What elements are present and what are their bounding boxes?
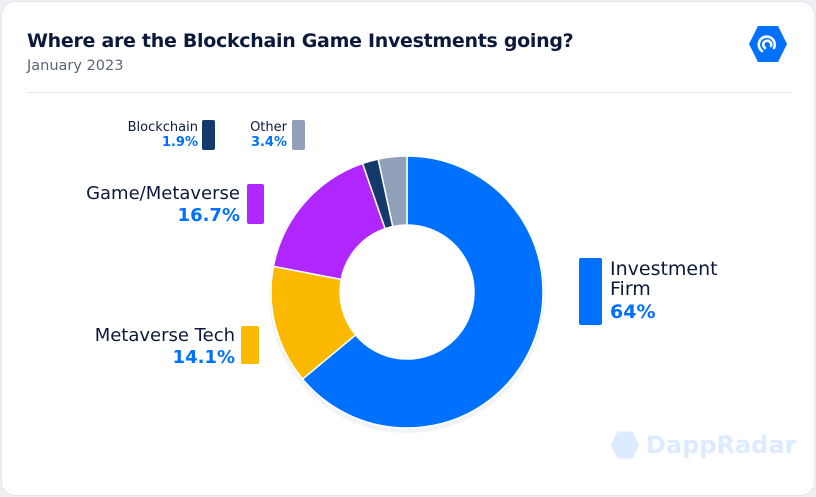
divider: [27, 92, 792, 93]
label-other-pct: 3.4%: [250, 135, 287, 150]
label-metaverse-tech-pct: 14.1%: [172, 347, 235, 368]
label-investment-firm-pct: 64%: [610, 301, 656, 323]
label-metaverse-tech-name: Metaverse Tech: [94, 325, 235, 346]
legend-bar-blockchain: [202, 120, 215, 150]
label-game-metaverse: Game/Metaverse 16.7%: [30, 183, 240, 227]
chart-subtitle: January 2023: [27, 58, 124, 74]
legend-bar-metaverse-tech: [241, 326, 259, 364]
legend-bar-other: [292, 120, 305, 150]
legend-bar-game-metaverse: [247, 184, 264, 224]
label-blockchain-pct: 1.9%: [161, 135, 198, 150]
watermark-text: DappRadar: [646, 431, 797, 459]
label-blockchain: Blockchain 1.9%: [60, 120, 198, 150]
label-investment-firm: Investment Firm 64%: [610, 259, 760, 322]
dappradar-logo-icon: [749, 26, 787, 62]
donut-hole: [340, 225, 474, 359]
label-game-metaverse-pct: 16.7%: [177, 205, 240, 226]
label-other-name: Other: [250, 120, 287, 135]
watermark-logo-icon: [610, 431, 640, 459]
label-game-metaverse-name: Game/Metaverse: [86, 183, 240, 204]
label-metaverse-tech: Metaverse Tech 14.1%: [30, 325, 235, 369]
dappradar-watermark: DappRadar: [610, 430, 796, 460]
chart-title: Where are the Blockchain Game Investment…: [27, 30, 574, 52]
legend-bar-investment-firm: [579, 258, 602, 325]
label-other: Other 3.4%: [200, 120, 287, 150]
label-investment-firm-name: Investment Firm: [610, 258, 718, 300]
label-blockchain-name: Blockchain: [127, 120, 198, 135]
